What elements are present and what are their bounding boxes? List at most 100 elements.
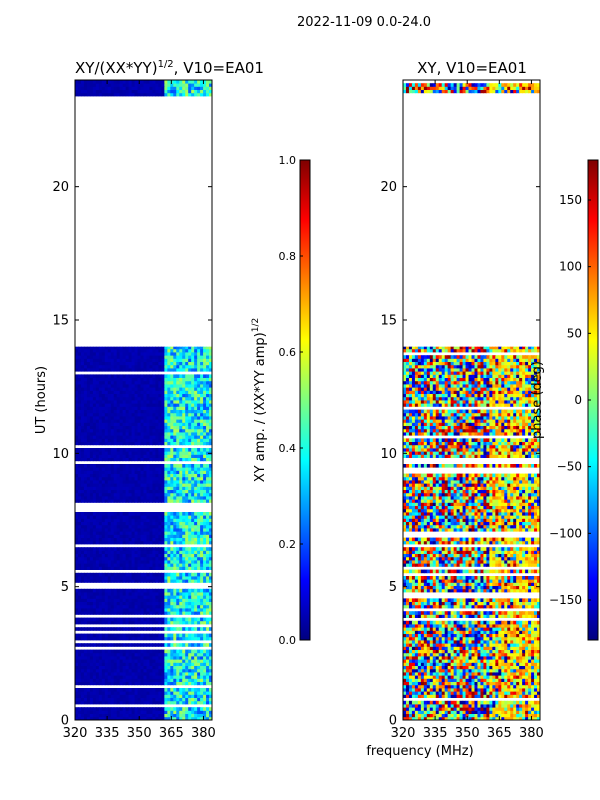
heatmap-cell: [164, 499, 168, 503]
heatmap-cell: [158, 595, 162, 599]
heatmap-cell: [101, 560, 106, 564]
heatmap-cell: [149, 659, 154, 663]
heatmap-cell: [119, 710, 124, 714]
heatmap-cell: [143, 515, 148, 519]
heatmap-cell: [110, 537, 115, 542]
heatmap-cell: [155, 652, 159, 657]
heatmap-cell: [95, 489, 100, 494]
heatmap-cell: [158, 358, 162, 362]
heatmap-cell: [143, 380, 148, 385]
heatmap-cell: [191, 627, 195, 631]
heatmap-cell: [89, 451, 94, 455]
heatmap-cell: [80, 700, 85, 705]
heatmap-cell: [128, 521, 133, 526]
heatmap-cell: [209, 473, 212, 478]
heatmap-cell: [86, 346, 91, 350]
y-tick-label: 15: [52, 314, 69, 329]
heatmap-cell: [83, 707, 88, 711]
heatmap-cell: [197, 483, 201, 487]
heatmap-cell: [104, 358, 109, 362]
heatmap-cell: [152, 659, 157, 663]
heatmap-cell: [128, 710, 133, 714]
heatmap-cell: [75, 464, 79, 468]
heatmap-cell: [110, 665, 115, 670]
heatmap-cell: [170, 451, 174, 455]
heatmap-cell: [188, 438, 192, 442]
heatmap-cell: [110, 387, 115, 391]
heatmap-cell: [170, 92, 174, 97]
heatmap-cell: [170, 390, 174, 394]
heatmap-cell: [113, 448, 118, 452]
heatmap-cell: [194, 480, 198, 484]
heatmap-cell: [101, 441, 106, 446]
heatmap-cell: [83, 537, 88, 542]
heatmap-cell: [89, 556, 94, 561]
heatmap-cell: [146, 358, 151, 362]
heatmap-cell: [104, 547, 109, 551]
heatmap-cell: [113, 419, 118, 423]
heatmap-cell: [113, 518, 118, 522]
heatmap-cell: [161, 425, 165, 430]
heatmap-cell: [200, 396, 204, 401]
heatmap-cell: [125, 537, 130, 542]
heatmap-cell: [203, 387, 207, 391]
heatmap-cell: [125, 451, 130, 455]
heatmap-cell: [173, 579, 177, 583]
heatmap-cell: [77, 374, 82, 378]
heatmap-cell: [173, 480, 177, 484]
heatmap-cell: [116, 454, 121, 458]
heatmap-cell: [98, 448, 103, 452]
heatmap-cell: [140, 346, 145, 350]
heatmap-cell: [104, 425, 109, 430]
heatmap-cell: [107, 473, 112, 478]
heatmap-cell: [125, 396, 130, 401]
heatmap-cell: [86, 691, 91, 695]
heatmap-cell: [176, 659, 180, 663]
heatmap-cell: [137, 633, 142, 638]
heatmap-cell: [113, 83, 118, 87]
heatmap-cell: [95, 432, 100, 436]
heatmap-cell: [80, 412, 85, 417]
heatmap-cell: [119, 400, 124, 404]
heatmap-cell: [83, 553, 88, 558]
heatmap-cell: [116, 384, 121, 388]
heatmap-cell: [176, 627, 180, 631]
heatmap-cell: [107, 406, 112, 410]
heatmap-cell: [95, 409, 100, 414]
heatmap-cell: [75, 528, 79, 532]
heatmap-cell: [92, 716, 97, 720]
heatmap-cell: [161, 412, 165, 417]
heatmap-cell: [152, 467, 157, 471]
heatmap-cell: [134, 550, 139, 554]
heatmap-cell: [77, 361, 82, 366]
heatmap-cell: [137, 361, 142, 366]
heatmap-cell: [119, 480, 124, 484]
heatmap-cell: [179, 470, 183, 474]
heatmap-cell: [209, 691, 212, 695]
heatmap-cell: [125, 656, 130, 660]
heatmap-cell: [155, 566, 159, 570]
heatmap-cell: [137, 489, 142, 494]
heatmap-cell: [98, 608, 103, 612]
heatmap-cell: [185, 464, 189, 468]
heatmap-cell: [176, 492, 180, 497]
heatmap-cell: [107, 700, 112, 705]
heatmap-cell: [83, 92, 88, 97]
heatmap-cell: [137, 393, 142, 398]
heatmap-cell: [152, 476, 157, 481]
heatmap-cell: [203, 86, 207, 90]
heatmap-cell: [206, 550, 210, 554]
heatmap-cell: [164, 419, 168, 423]
heatmap-cell: [149, 678, 154, 682]
heatmap-cell: [414, 710, 419, 714]
right-panel-title: XY, V10=EA01: [417, 59, 527, 77]
heatmap-cell: [450, 713, 455, 718]
heatmap-cell: [86, 566, 91, 570]
heatmap-cell: [185, 361, 189, 366]
heatmap-cell: [173, 403, 177, 407]
heatmap-cell: [98, 476, 103, 481]
heatmap-cell: [194, 489, 198, 494]
heatmap-cell: [119, 435, 124, 439]
heatmap-cell: [119, 518, 124, 522]
